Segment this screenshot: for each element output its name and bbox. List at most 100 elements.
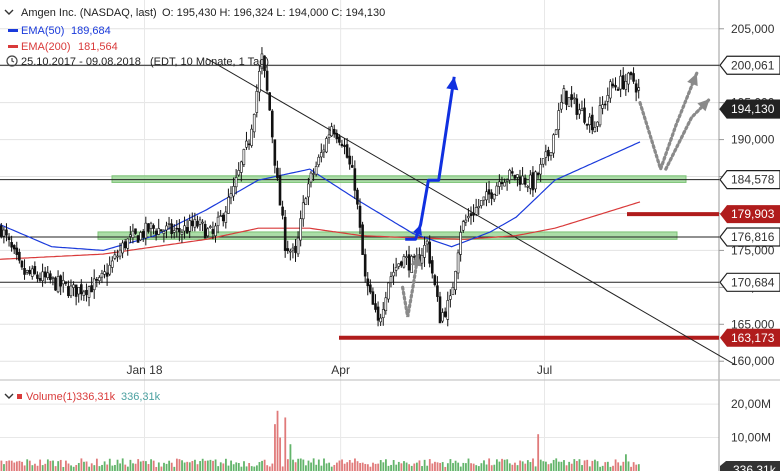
candle-body [405, 256, 408, 259]
volume-bar [98, 466, 101, 471]
candle-body [433, 275, 437, 286]
volume-label[interactable]: Volume(1) [26, 391, 76, 403]
volume-bar [413, 463, 416, 471]
volume-bar [209, 459, 212, 471]
volume-bar [591, 460, 594, 471]
volume-bar [537, 434, 540, 471]
candle-body [0, 225, 3, 237]
volume-bar [13, 462, 16, 471]
candle-body [340, 143, 344, 147]
ema200-swatch [8, 45, 18, 48]
candle-body [371, 291, 375, 305]
candle-body [461, 221, 465, 231]
price-level-label: 200,061 [719, 55, 780, 75]
volume-bar [348, 460, 351, 471]
volume-collapse-icon[interactable] [4, 393, 14, 399]
candle-body [485, 191, 488, 201]
candle-body [74, 284, 78, 297]
candle-body [54, 277, 57, 291]
volume-bar [237, 463, 240, 471]
volume-bar [470, 463, 472, 471]
volume-bar [5, 461, 8, 471]
candle-body [559, 102, 563, 110]
candle-body [108, 264, 111, 275]
candle-body [134, 228, 137, 234]
volume-bar [333, 464, 336, 471]
volume-bar [266, 465, 269, 471]
volume-bar [392, 460, 395, 471]
candle-body [332, 128, 336, 135]
volume-bar [31, 465, 34, 471]
gray-arrowhead [687, 73, 698, 87]
volume-bar [165, 463, 168, 471]
ema50-label[interactable]: EMA(50) [21, 25, 64, 37]
volume-bar [124, 464, 127, 471]
volume-bar [516, 465, 519, 471]
candle-body [69, 285, 73, 297]
candle-body [513, 174, 517, 179]
volume-last-box: 336,31k [720, 461, 780, 471]
volume-bar [495, 459, 498, 471]
volume-bar [65, 460, 67, 471]
candle-body [562, 88, 566, 104]
volume-bar [150, 459, 152, 471]
volume-bar [271, 463, 274, 471]
candle-body [348, 155, 351, 165]
candle-body [15, 247, 19, 255]
candle-body [216, 216, 220, 227]
volume-bar [72, 466, 75, 471]
candle-body [165, 225, 168, 231]
volume-bar [248, 462, 251, 471]
volume-bar [521, 461, 524, 471]
ema200-label[interactable]: EMA(200) [21, 41, 71, 53]
collapse-icon[interactable] [4, 9, 14, 15]
volume-bar [493, 464, 496, 471]
candle-body [469, 213, 473, 217]
volume-bar [400, 463, 403, 471]
candle-body [459, 232, 462, 255]
candle-body [614, 85, 617, 88]
candle-body [590, 114, 594, 131]
red-level-text: 179,903 [731, 207, 775, 221]
volume-bar [199, 461, 202, 471]
candle-body [131, 230, 135, 238]
volume-bar [346, 462, 349, 471]
volume-bar [475, 465, 478, 471]
volume-bar [335, 462, 338, 471]
volume-bar [418, 460, 421, 471]
volume-bar [114, 464, 116, 471]
volume-bar [227, 465, 230, 471]
volume-bar [52, 460, 54, 471]
volume-bar [276, 410, 279, 471]
volume-bar [36, 465, 39, 471]
volume-bar [501, 458, 503, 471]
volume-bar [472, 463, 475, 471]
candle-body [438, 296, 442, 324]
volume-bar [415, 462, 418, 471]
volume-bar [41, 465, 44, 471]
volume-bar [255, 465, 258, 471]
candle-body [443, 311, 447, 317]
volume-bar [462, 462, 465, 471]
candle-body [492, 193, 496, 200]
volume-bar [385, 459, 387, 471]
volume-bar [575, 461, 578, 471]
volume-bar [106, 464, 109, 471]
candle-body [227, 197, 230, 214]
candle-body [61, 280, 65, 285]
candle-body [56, 276, 60, 293]
candle-body [516, 174, 519, 178]
candle-body [474, 207, 478, 215]
candle-body [260, 53, 264, 69]
volume-bar [483, 460, 485, 471]
volume-bar [286, 459, 289, 471]
candle-body [376, 306, 380, 321]
candle-body [487, 189, 491, 195]
candle-body [588, 116, 591, 126]
volume-bar [206, 460, 209, 471]
candle-body [252, 114, 256, 133]
volume-bar [132, 463, 134, 471]
candle-body [242, 149, 246, 165]
candle-body [80, 284, 83, 295]
volume-bar [62, 466, 65, 471]
